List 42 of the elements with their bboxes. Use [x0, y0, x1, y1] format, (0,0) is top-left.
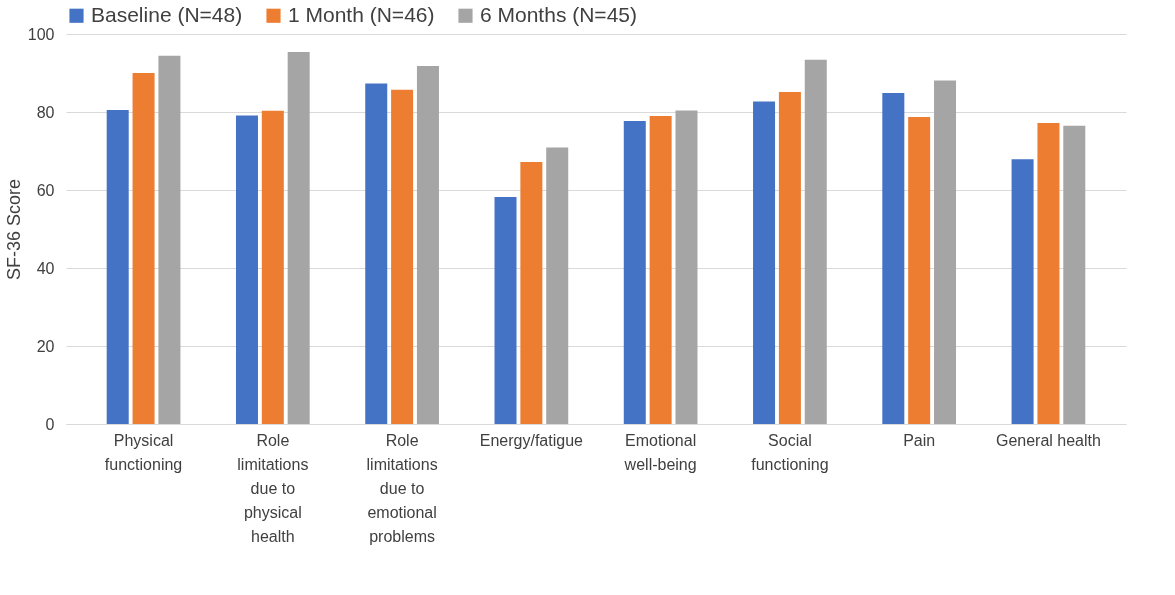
bar	[494, 197, 517, 424]
bar	[804, 59, 827, 424]
bar	[753, 101, 776, 424]
bar	[649, 115, 672, 424]
bar	[287, 51, 310, 424]
bar	[132, 73, 155, 424]
x-tick-label: Social functioning	[751, 431, 829, 473]
legend-label: 1 Month (N=46)	[288, 2, 435, 26]
y-tick-label: 80	[36, 103, 55, 121]
x-tick-label: Role limitations due to physical health	[237, 431, 309, 545]
x-tick-label: Energy/fatigue	[479, 431, 584, 449]
bar	[365, 83, 388, 424]
bar	[1011, 159, 1034, 424]
x-tick-label: Role limitations due to emotional problems	[366, 431, 438, 545]
legend-label: 6 Months (N=45)	[480, 2, 637, 26]
y-tick-label: 60	[36, 181, 55, 199]
y-tick-label: 0	[45, 415, 55, 433]
bar	[908, 117, 931, 424]
bar	[261, 110, 284, 424]
bar	[882, 92, 905, 424]
bar	[1063, 125, 1086, 424]
bar	[934, 80, 957, 424]
bar	[1037, 122, 1060, 424]
y-tick-label: 20	[36, 337, 55, 355]
x-tick-label: Pain	[903, 431, 936, 449]
x-tick-label: General health	[995, 431, 1101, 449]
x-tick-label: Physical functioning	[104, 431, 183, 473]
y-tick-label: 40	[36, 259, 55, 277]
legend-label: Baseline (N=48)	[91, 2, 243, 26]
bar	[106, 110, 129, 424]
bar	[778, 92, 801, 424]
bar	[416, 65, 439, 424]
bar	[520, 161, 543, 424]
y-tick-label: 100	[27, 25, 55, 43]
y-axis-title: SF-36 Score	[3, 178, 24, 281]
bar	[235, 115, 258, 424]
bar	[391, 89, 414, 424]
bar	[623, 120, 646, 424]
bar	[546, 147, 569, 424]
x-tick-label: Emotional well-being	[623, 431, 697, 473]
bar	[675, 110, 698, 424]
bar	[158, 55, 181, 424]
